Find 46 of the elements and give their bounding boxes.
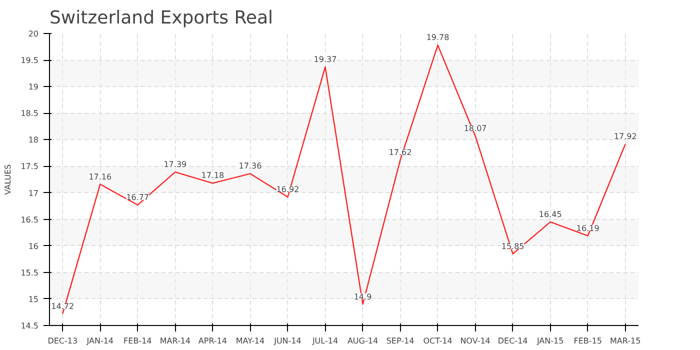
data-label: 17.36: [238, 162, 262, 171]
x-tick-label: JUL-14: [311, 336, 338, 346]
y-tick-label: 15.5: [20, 268, 38, 278]
data-label: 17.16: [88, 172, 112, 182]
y-tick-label: 16: [28, 242, 39, 251]
x-tick-label: OCT-14: [423, 336, 452, 346]
y-tick-label: 14.5: [20, 322, 38, 330]
x-tick-label: MAR-15: [610, 336, 641, 346]
data-label: 16.77: [126, 192, 150, 202]
y-tick-label: 17.5: [20, 162, 38, 172]
data-label: 16.45: [538, 210, 562, 219]
data-label: 17.62: [388, 148, 412, 157]
x-tick-label: APR-14: [198, 336, 228, 346]
data-label: 15.85: [501, 242, 524, 251]
x-tick-label: AUG-14: [347, 336, 378, 346]
x-tick-label: JAN-14: [86, 336, 114, 346]
y-tick-label: 18.5: [20, 109, 38, 118]
x-tick-label: JAN-15: [536, 336, 564, 346]
y-tick-label: 19.5: [20, 56, 38, 66]
data-label: 16.19: [576, 224, 600, 233]
x-tick-label: SEP-14: [386, 336, 414, 346]
data-label: 17.92: [614, 132, 637, 141]
x-tick-label: FEB-14: [124, 336, 152, 346]
y-tick-label: 20: [28, 30, 39, 38]
y-tick-label: 15: [28, 294, 39, 304]
x-tick-label: DEC-13: [48, 336, 78, 346]
x-tick-label: FEB-15: [574, 336, 602, 346]
y-tick-label: 19: [28, 82, 39, 92]
data-label: 14.72: [51, 302, 74, 311]
data-label: 14.9: [354, 292, 372, 302]
x-tick-label: MAR-14: [160, 336, 191, 346]
y-tick-label: 17: [28, 188, 39, 198]
chart-title: Switzerland Exports Real: [50, 8, 274, 28]
data-label: 17.18: [201, 171, 224, 180]
data-label: 19.37: [314, 54, 337, 64]
x-tick-label: JUN-14: [273, 336, 302, 346]
y-axis-title: VALUES: [4, 164, 13, 195]
y-tick-label: 18: [28, 136, 39, 145]
data-label: 16.92: [276, 185, 300, 194]
x-tick-label: DEC-14: [498, 336, 528, 346]
data-label: 19.78: [426, 33, 450, 42]
y-tick-label: 16.5: [20, 215, 38, 224]
x-tick-label: NOV-14: [460, 336, 490, 346]
x-tick-label: MAY-14: [236, 336, 265, 346]
data-label: 17.39: [164, 160, 187, 170]
data-label: 18.07: [464, 124, 487, 133]
